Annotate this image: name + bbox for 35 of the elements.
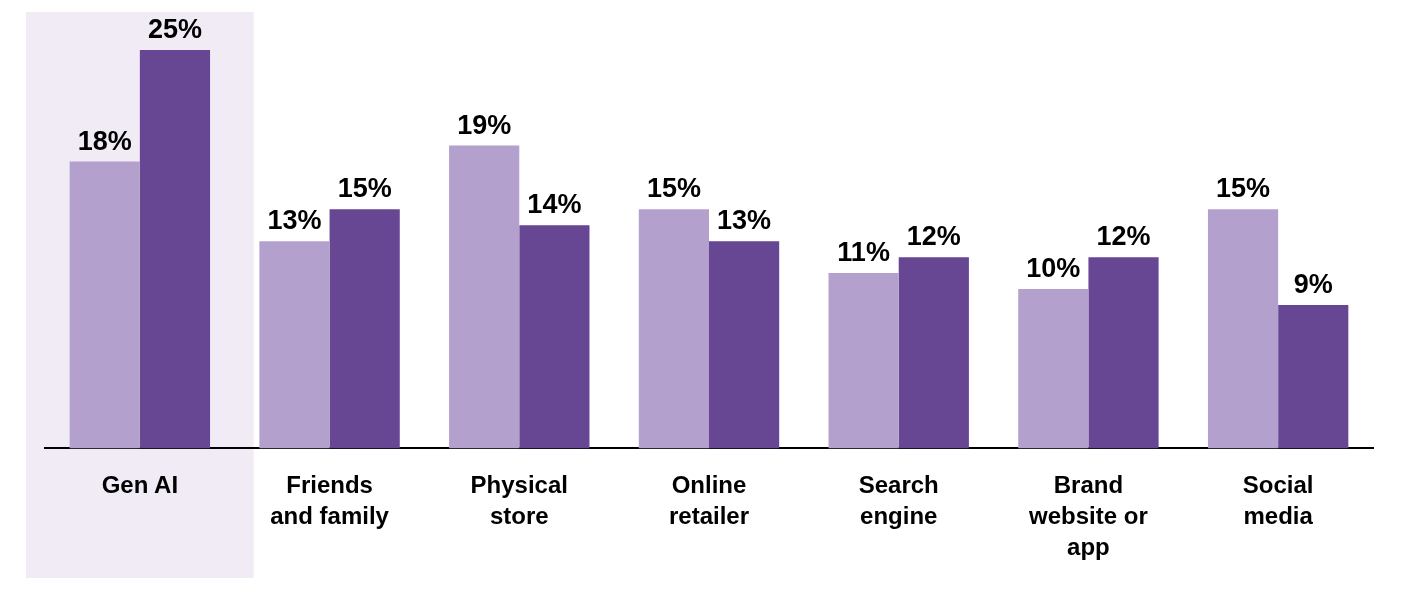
x-tick-label: Physical store <box>470 470 568 529</box>
bar <box>709 241 780 449</box>
bar <box>69 161 140 449</box>
data-label: 15% <box>337 173 392 204</box>
bar <box>638 209 709 449</box>
data-label: 12% <box>1096 221 1151 252</box>
data-label: 18% <box>77 125 132 156</box>
data-label: 11% <box>837 237 890 268</box>
bar <box>139 50 211 449</box>
data-label: 10% <box>1026 252 1081 283</box>
data-label: 15% <box>1216 173 1271 204</box>
bar <box>1088 257 1159 449</box>
data-label: 19% <box>457 109 512 140</box>
data-label: 15% <box>646 173 701 204</box>
data-label: 14% <box>527 189 582 220</box>
bar <box>329 209 400 449</box>
x-tick-label: Online retailer <box>668 470 750 529</box>
bar <box>1018 289 1089 449</box>
bar <box>1278 304 1349 449</box>
bar <box>519 225 590 449</box>
bar <box>259 241 330 449</box>
data-label: 13% <box>717 205 772 236</box>
data-label: 25% <box>147 13 202 44</box>
bar <box>898 257 969 449</box>
bar <box>1207 209 1279 449</box>
bar <box>828 273 899 449</box>
x-tick-label: Brand website or app <box>1028 470 1148 561</box>
x-tick-label: Gen AI <box>101 470 179 498</box>
x-tick-label: Friends and family <box>270 470 390 529</box>
data-label: 9% <box>1293 268 1333 299</box>
x-tick-label: Social media <box>1242 470 1314 529</box>
x-tick-label: Search engine <box>858 470 939 529</box>
data-label: 12% <box>906 221 961 252</box>
data-label: 13% <box>267 205 322 236</box>
bar <box>449 145 520 449</box>
